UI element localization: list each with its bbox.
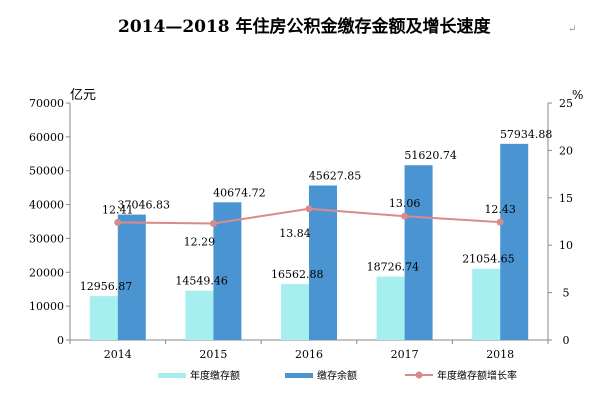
legend-label: 缴存余额 [317, 369, 357, 382]
y2-tick-label: 10 [559, 239, 573, 252]
line-point [496, 218, 504, 226]
chart-title: 2014—2018 年住房公积金缴存金额及增长速度 [118, 16, 492, 37]
y-tick-label: 30000 [29, 232, 64, 245]
bar [404, 165, 433, 340]
data-label: 12956.87 [80, 280, 133, 293]
line-point [209, 219, 217, 227]
bar [472, 268, 501, 340]
bar [376, 276, 405, 340]
bar [185, 290, 214, 340]
data-label: 12.41 [102, 203, 134, 216]
y-tick-label: 10000 [29, 300, 64, 313]
line-point [114, 218, 122, 226]
data-label: 14549.46 [175, 275, 228, 288]
data-label: 21054.65 [462, 253, 515, 266]
x-tick-label: 2017 [391, 348, 419, 361]
data-label: 40674.72 [213, 186, 266, 199]
y-tick-label: 0 [57, 334, 64, 347]
y2-tick-label: 20 [559, 144, 573, 157]
y2-tick-label: 5 [563, 287, 570, 300]
y-tick-label: 70000 [29, 97, 64, 110]
data-label: 13.84 [279, 227, 311, 240]
legend: 年度缴存额 缴存余额 年度缴存额增长率 [158, 369, 517, 382]
bar [89, 296, 118, 340]
left-axis-unit: 亿元 [70, 88, 96, 103]
data-label: 51620.74 [404, 149, 457, 162]
y-tick-label: 60000 [29, 131, 64, 144]
title-end-mark: ↵ [568, 24, 576, 35]
bar [500, 143, 529, 340]
data-label: 12.43 [484, 203, 516, 216]
x-tick-label: 2018 [486, 348, 514, 361]
y2-tick-label: 0 [563, 334, 570, 347]
x-tick-label: 2015 [199, 348, 227, 361]
legend-label: 年度缴存额增长率 [437, 369, 517, 382]
plot-area: 0 10000 20000 30000 40000 50000 60000 70000 0 5 10… [29, 97, 573, 361]
data-label: 18726.74 [367, 261, 420, 274]
legend-swatch-marker [415, 371, 423, 379]
legend-swatch [285, 373, 313, 378]
data-label: 12.29 [184, 235, 216, 248]
data-label: 57934.88 [500, 128, 553, 141]
bar [213, 202, 242, 340]
data-label: 37046.83 [118, 199, 171, 212]
line-point [401, 212, 409, 220]
right-axis-unit: % [572, 88, 583, 102]
line-point [305, 205, 313, 213]
y2-tick-label: 15 [559, 192, 573, 205]
y2-tick-label: 25 [559, 97, 573, 110]
y-tick-label: 20000 [29, 266, 64, 279]
data-label: 16562.88 [271, 268, 324, 281]
y-tick-label: 50000 [29, 165, 64, 178]
legend-label: 年度缴存额 [190, 369, 240, 382]
data-label: 13.06 [389, 197, 421, 210]
x-tick-label: 2014 [104, 348, 132, 361]
x-tick-label: 2016 [295, 348, 323, 361]
legend-swatch [158, 373, 186, 378]
y-tick-label: 40000 [29, 199, 64, 212]
data-label: 45627.85 [309, 170, 362, 183]
bar [117, 214, 146, 340]
bar [281, 283, 309, 340]
